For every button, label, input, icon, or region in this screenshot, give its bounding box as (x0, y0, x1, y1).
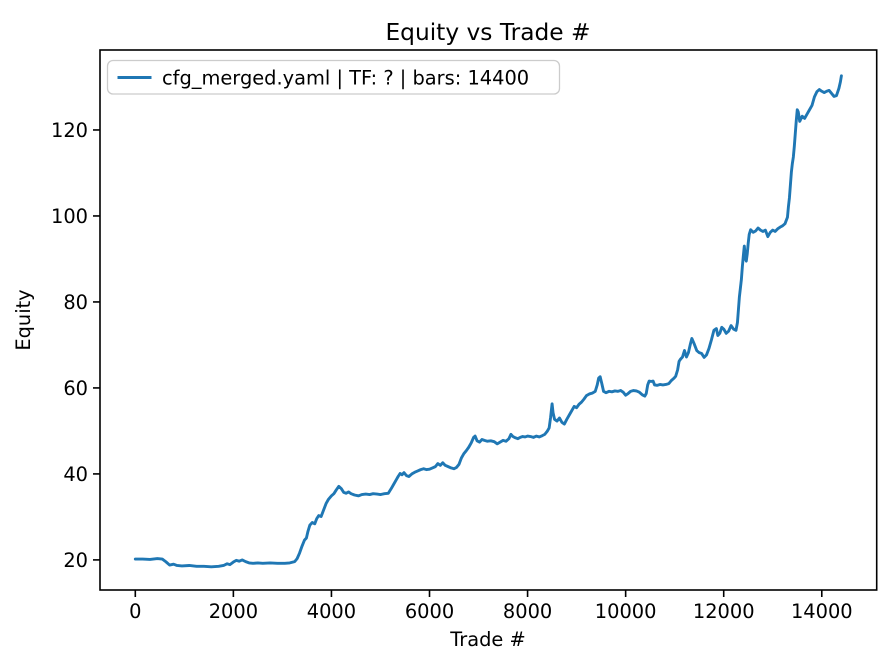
plot-area (99, 49, 878, 591)
y-tick-label: 120 (51, 119, 88, 142)
x-tick-label: 10000 (595, 600, 657, 623)
x-tick-label: 14000 (791, 600, 853, 623)
y-axis-label: Equity (12, 289, 35, 350)
equity-line (133, 74, 843, 569)
y-tick-label: 20 (63, 549, 88, 572)
x-tick-label: 4000 (307, 600, 356, 623)
x-axis-label: Trade # (449, 628, 526, 651)
legend: cfg_merged.yaml | TF: ? | bars: 14400 (106, 59, 561, 95)
chart-title: Equity vs Trade # (385, 19, 590, 46)
y-tick-label: 40 (63, 463, 88, 486)
legend-label: cfg_merged.yaml | TF: ? | bars: 14400 (162, 66, 529, 89)
y-axis-ticks: 20 40 60 80 100 120 (51, 119, 100, 572)
y-tick-label: 100 (51, 205, 88, 228)
x-tick-label: 2000 (209, 600, 258, 623)
x-axis-ticks: 0 2000 4000 6000 8000 10000 12000 14000 (129, 590, 853, 623)
y-tick-label: 60 (63, 377, 88, 400)
x-tick-label: 8000 (503, 600, 552, 623)
x-tick-label: 12000 (693, 600, 755, 623)
y-tick-label: 80 (63, 291, 88, 314)
x-tick-label: 6000 (405, 600, 454, 623)
legend-frame (106, 59, 561, 95)
x-tick-label: 0 (129, 600, 141, 623)
